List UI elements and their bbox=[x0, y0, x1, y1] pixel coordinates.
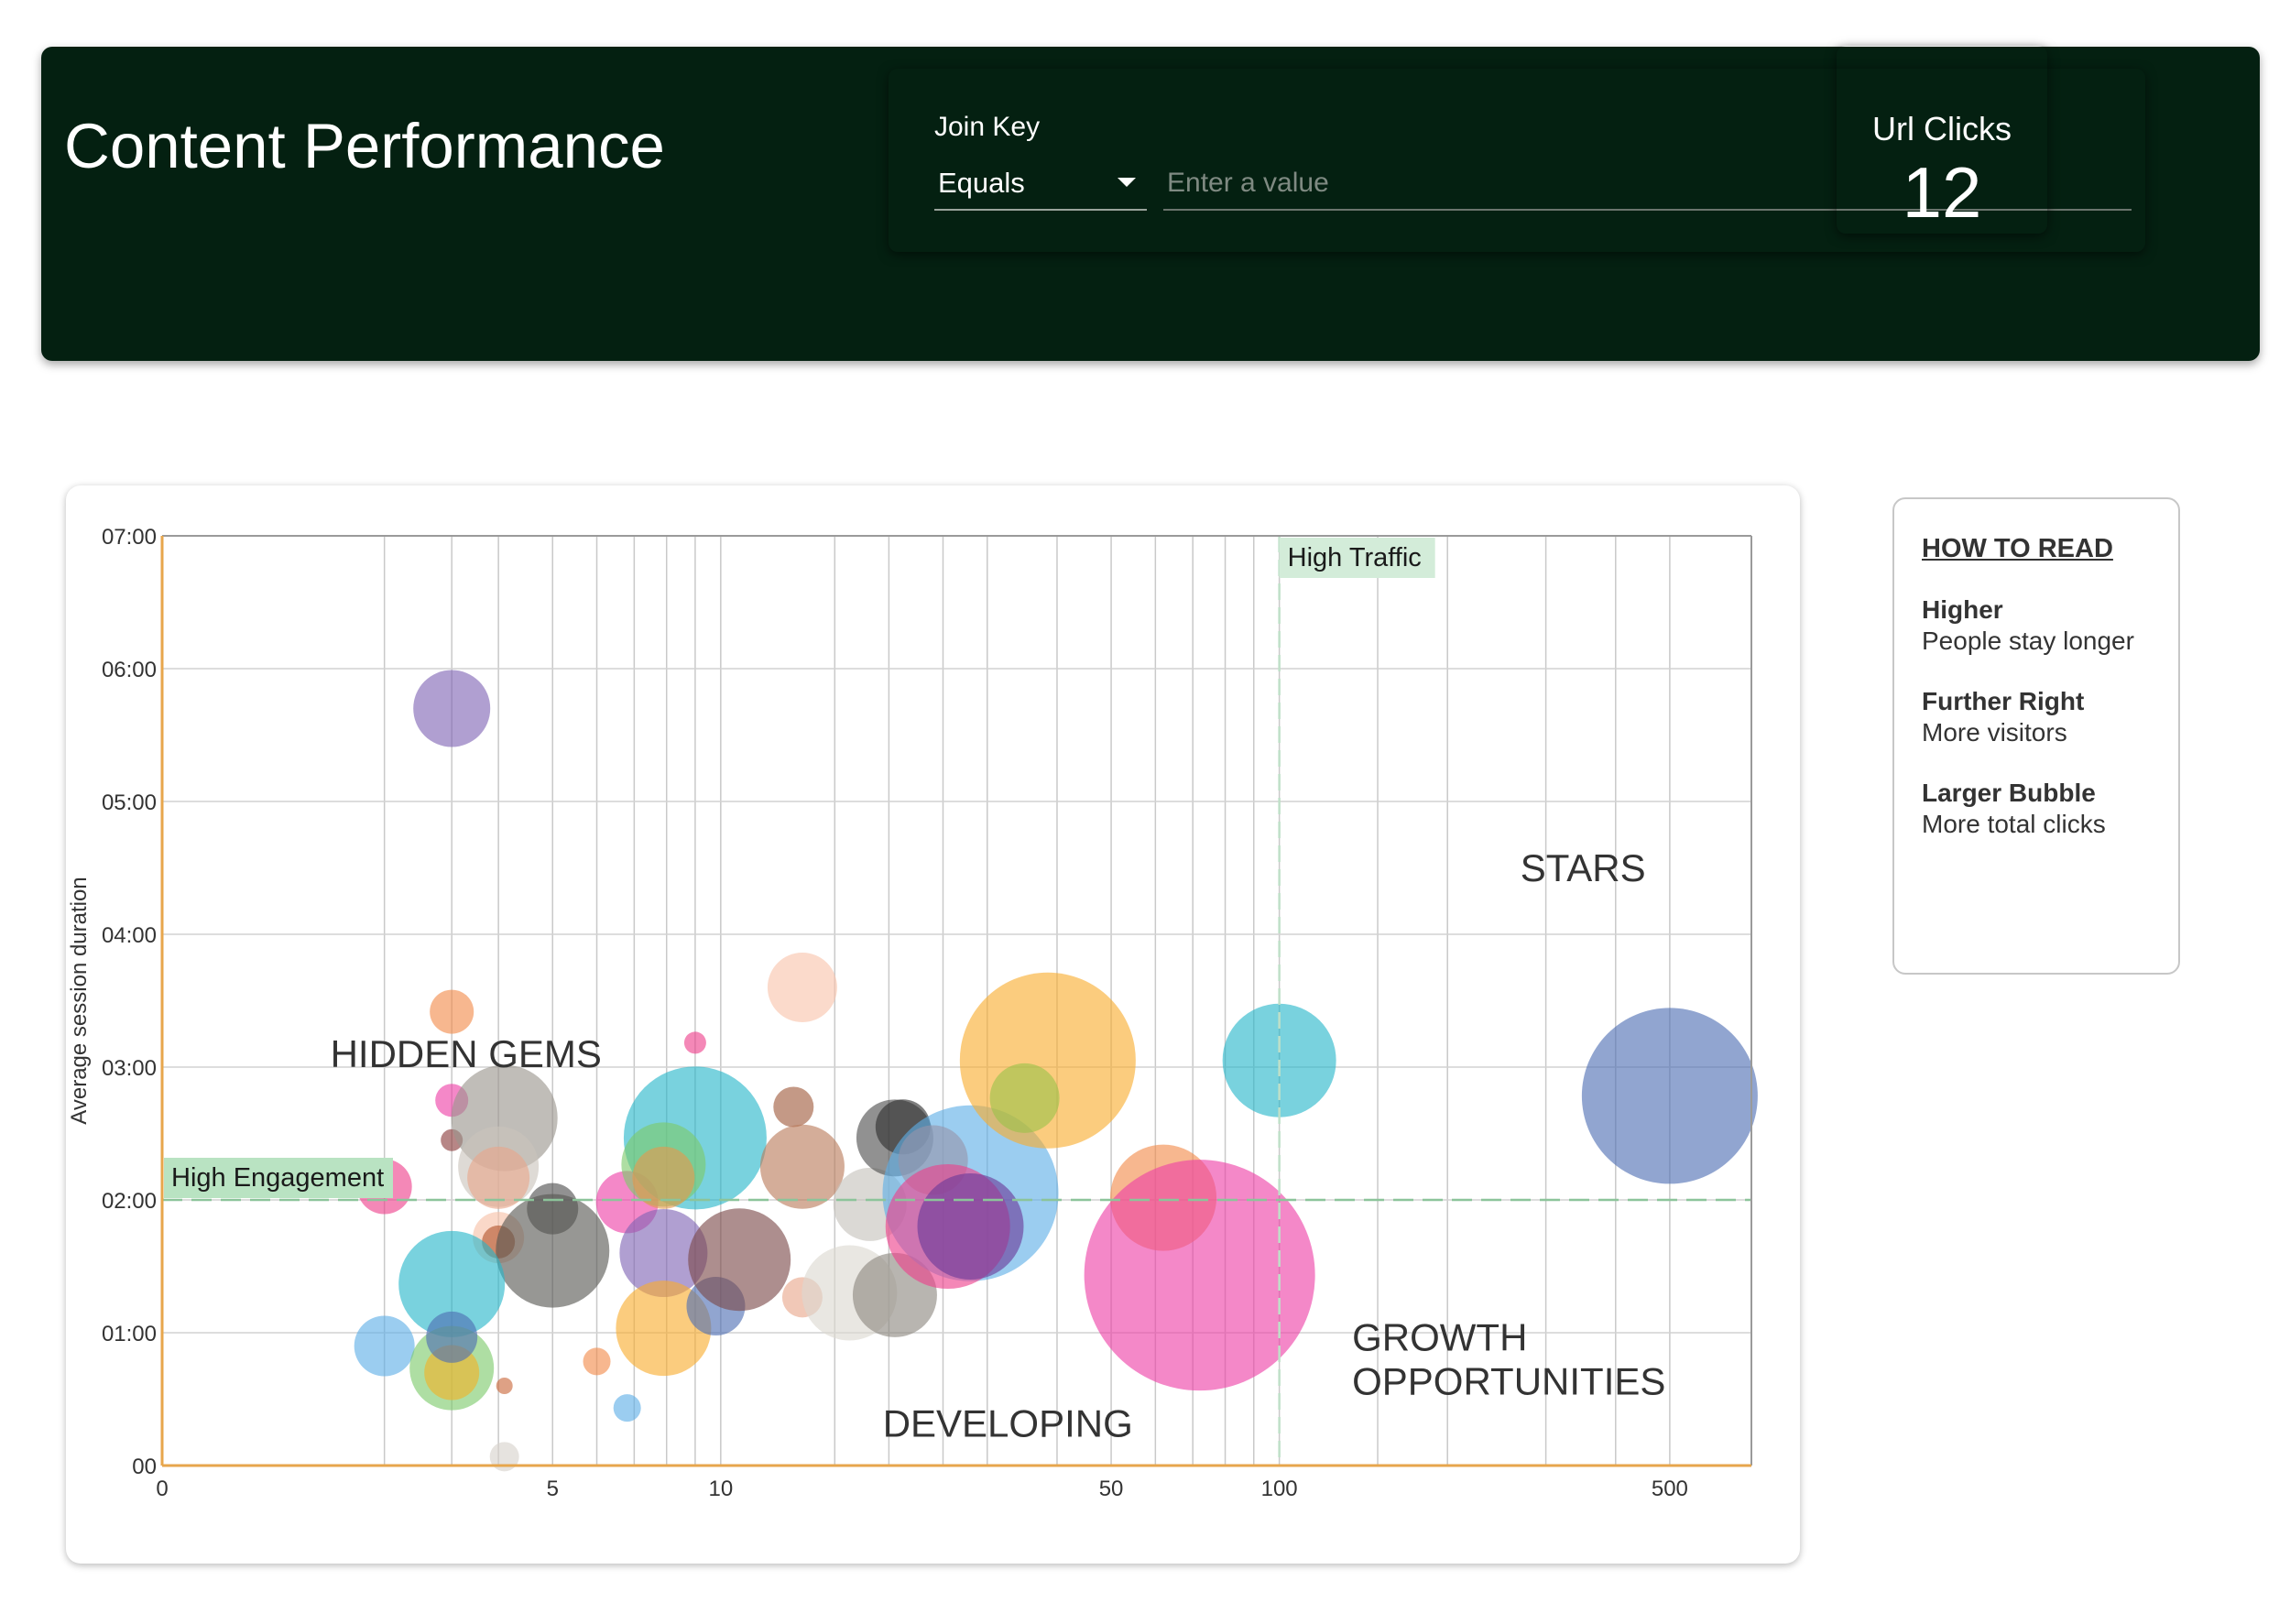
legend-item-further-right: Further Right More visitors bbox=[1922, 687, 2151, 747]
y-tick-label: 03:00 bbox=[102, 1056, 157, 1081]
kpi-card: Url Clicks 12 bbox=[1837, 46, 2047, 234]
y-tick-label: 02:00 bbox=[102, 1189, 157, 1214]
x-tick-label: 10 bbox=[708, 1477, 733, 1501]
quadrant-label: DEVELOPING bbox=[883, 1402, 1133, 1445]
axes: 00 01:00 02:00 03:00 04:00 05:00 06:00 07:00 0 5 1… bbox=[67, 525, 1752, 1501]
bubble-chart: High Engagement High Traffic 00 01:00 02:00… bbox=[67, 525, 1758, 1501]
kpi-value: 12 bbox=[1902, 152, 1982, 233]
bubble bbox=[354, 1315, 415, 1377]
bubble bbox=[683, 1031, 706, 1054]
chart-card: High Engagement High Traffic 00 01:00 02:00… bbox=[66, 485, 1800, 1564]
bubble bbox=[430, 989, 474, 1034]
filter-value-input[interactable] bbox=[1163, 158, 2132, 211]
legend-item-larger-bubble: Larger Bubble More total clicks bbox=[1922, 779, 2151, 839]
legend-heading: HOW TO READ bbox=[1922, 534, 2113, 563]
legend-desc: More visitors bbox=[1922, 718, 2067, 747]
y-tick-label: 05:00 bbox=[102, 790, 157, 815]
bubble bbox=[467, 1146, 530, 1209]
bubble bbox=[688, 1208, 791, 1312]
bubble bbox=[773, 1086, 814, 1128]
x-tick-label: 0 bbox=[156, 1477, 168, 1501]
legend-term: Further Right bbox=[1922, 687, 2085, 715]
bubble bbox=[989, 1063, 1060, 1133]
legend-desc: People stay longer bbox=[1922, 627, 2134, 655]
quadrant-label: STARS bbox=[1521, 846, 1646, 889]
x-tick-label: 100 bbox=[1261, 1477, 1298, 1501]
bubble bbox=[413, 670, 491, 747]
kpi-label: Url Clicks bbox=[1872, 110, 2012, 147]
bubble bbox=[496, 1378, 513, 1394]
high-traffic-label: High Traffic bbox=[1288, 543, 1422, 572]
bubble bbox=[489, 1442, 519, 1472]
page-title: Content Performance bbox=[64, 111, 665, 181]
how-to-read-card: HOW TO READ Higher People stay longer Fu… bbox=[1892, 497, 2180, 975]
legend-item-higher: Higher People stay longer bbox=[1922, 595, 2151, 656]
legend-desc: More total clicks bbox=[1922, 810, 2106, 838]
legend-term: Higher bbox=[1922, 595, 2003, 624]
high-engagement-label-bg bbox=[164, 1158, 393, 1198]
quadrant-label: HIDDEN GEMS bbox=[331, 1032, 602, 1075]
high-engagement-label: High Engagement bbox=[171, 1163, 384, 1193]
bubble bbox=[583, 1347, 611, 1376]
bubble bbox=[426, 1311, 478, 1363]
bubble bbox=[496, 1193, 610, 1308]
y-tick-label: 07:00 bbox=[102, 525, 157, 550]
operator-select-value: Equals bbox=[938, 167, 1025, 199]
high-traffic-label-bg bbox=[1279, 538, 1435, 578]
x-tick-label: 50 bbox=[1099, 1477, 1124, 1501]
x-tick-label: 5 bbox=[547, 1477, 559, 1501]
quadrant-label: OPPORTUNITIES bbox=[1352, 1360, 1665, 1403]
x-gridlines bbox=[383, 536, 1671, 1466]
bubble bbox=[767, 953, 837, 1022]
bubble bbox=[759, 1124, 845, 1209]
y-tick-label: 04:00 bbox=[102, 923, 157, 948]
bubble bbox=[398, 1230, 506, 1337]
thresholds: High Engagement High Traffic bbox=[162, 536, 1751, 1466]
caret-down-icon bbox=[1118, 178, 1136, 187]
bubbles bbox=[354, 670, 1758, 1472]
quadrant-label: GROWTH bbox=[1352, 1315, 1527, 1358]
bubble bbox=[613, 1394, 641, 1422]
legend-term: Larger Bubble bbox=[1922, 779, 2096, 807]
filter-label: Join Key bbox=[934, 112, 1041, 142]
bubble bbox=[917, 1173, 1024, 1280]
operator-select[interactable]: Equals bbox=[934, 158, 1147, 211]
y-tick-label: 01:00 bbox=[102, 1322, 157, 1346]
bubble bbox=[1084, 1160, 1315, 1391]
y-tick-label: 06:00 bbox=[102, 658, 157, 682]
bubble bbox=[1581, 1008, 1758, 1184]
y-tick-label: 00 bbox=[132, 1455, 157, 1479]
bubble bbox=[632, 1146, 695, 1209]
bubble bbox=[424, 1345, 480, 1401]
bubble bbox=[619, 1209, 708, 1297]
y-axis-label: Average session duration bbox=[67, 877, 92, 1124]
x-tick-label: 500 bbox=[1652, 1477, 1688, 1501]
